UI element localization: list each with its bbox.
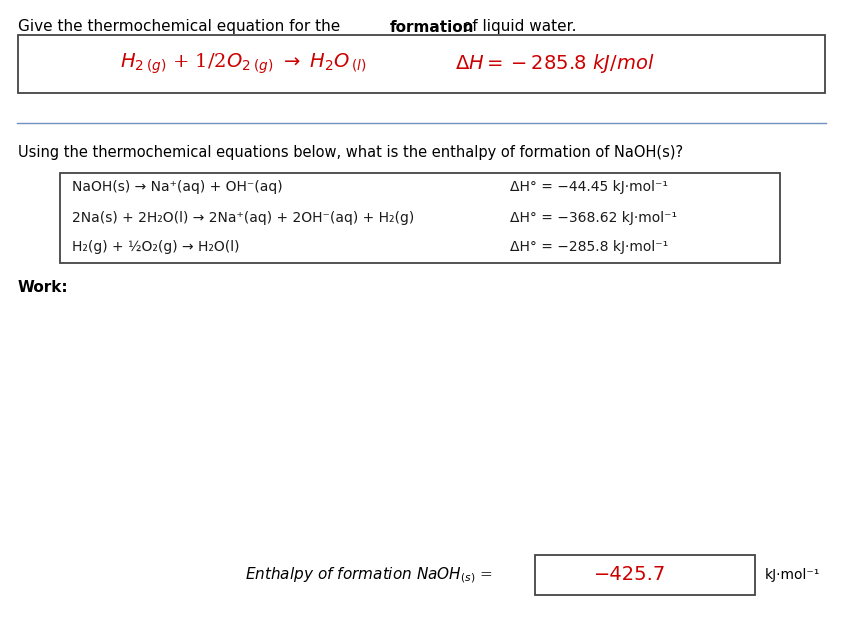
Text: $\mathit{H_2}$$_{\,(g)}$ + 1/2$\mathit{O_2}$$_{\,(g)}$ $\rightarrow$ $\mathit{H_: $\mathit{H_2}$$_{\,(g)}$ + 1/2$\mathit{O… [120, 51, 367, 76]
Text: of liquid water.: of liquid water. [459, 20, 577, 34]
Text: Using the thermochemical equations below, what is the enthalpy of formation of N: Using the thermochemical equations below… [18, 145, 683, 159]
Text: NaOH(s) → Na⁺(aq) + OH⁻(aq): NaOH(s) → Na⁺(aq) + OH⁻(aq) [72, 180, 282, 194]
FancyBboxPatch shape [18, 35, 825, 93]
Text: Give the thermochemical equation for the: Give the thermochemical equation for the [18, 20, 345, 34]
Text: ΔH° = −44.45 kJ·mol⁻¹: ΔH° = −44.45 kJ·mol⁻¹ [510, 180, 668, 194]
Text: ΔH° = −368.62 kJ·mol⁻¹: ΔH° = −368.62 kJ·mol⁻¹ [510, 211, 677, 225]
Text: formation: formation [389, 20, 474, 34]
Text: ΔH° = −285.8 kJ·mol⁻¹: ΔH° = −285.8 kJ·mol⁻¹ [510, 240, 668, 254]
Text: $\mathit{Enthalpy\ of\ formation\ NaOH_{(s)}}$ =: $\mathit{Enthalpy\ of\ formation\ NaOH_{… [245, 565, 492, 585]
Text: 2Na(s) + 2H₂O(l) → 2Na⁺(aq) + 2OH⁻(aq) + H₂(g): 2Na(s) + 2H₂O(l) → 2Na⁺(aq) + 2OH⁻(aq) +… [72, 211, 414, 225]
Text: $\Delta H = -285.8\ \mathit{kJ/mol}$: $\Delta H = -285.8\ \mathit{kJ/mol}$ [455, 52, 654, 75]
Text: H₂(g) + ½O₂(g) → H₂O(l): H₂(g) + ½O₂(g) → H₂O(l) [72, 240, 239, 254]
Text: kJ·mol⁻¹: kJ·mol⁻¹ [765, 568, 820, 582]
Text: −425.7: −425.7 [593, 566, 666, 584]
FancyBboxPatch shape [535, 555, 755, 595]
FancyBboxPatch shape [60, 173, 780, 263]
Text: Work:: Work: [18, 279, 68, 295]
